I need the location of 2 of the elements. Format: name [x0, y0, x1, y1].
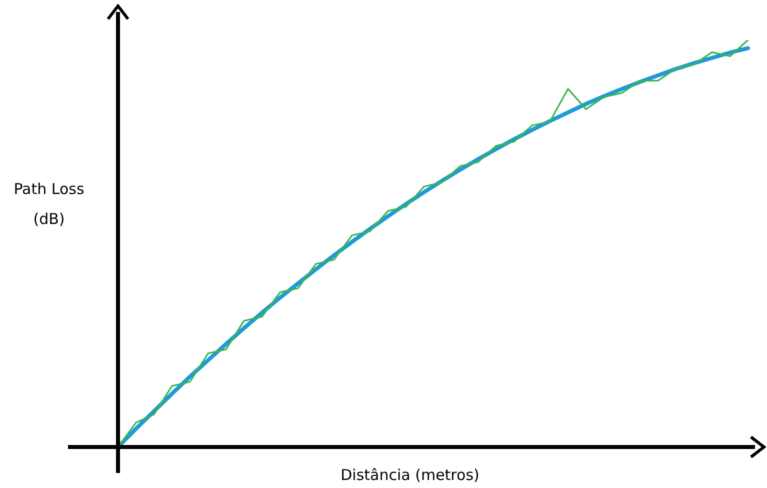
x-axis-title: Distância (metros)	[340, 466, 480, 484]
y-axis-title: Path Loss (dB)	[12, 179, 86, 230]
